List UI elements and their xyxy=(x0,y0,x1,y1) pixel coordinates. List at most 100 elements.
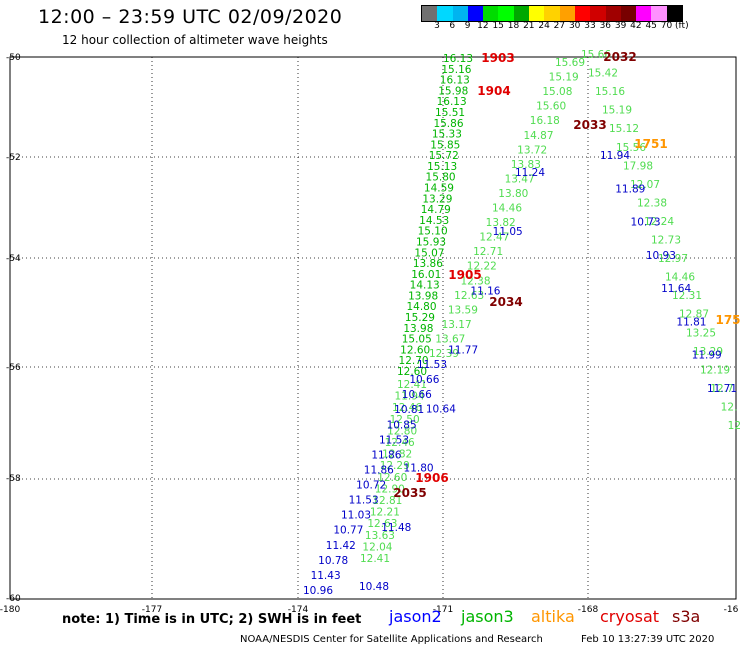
swh-value: 12.90 xyxy=(375,483,405,495)
swh-value: 12. xyxy=(721,401,738,413)
legend-jason3: jason3 xyxy=(461,607,514,626)
swh-value: 11.94 xyxy=(600,150,630,162)
swh-value: 13.98 xyxy=(408,290,438,302)
swh-value: 13.82 xyxy=(486,217,516,229)
swh-value: 11.05 xyxy=(493,226,523,238)
swh-value: 11.53 xyxy=(417,359,447,371)
swh-value: 11.77 xyxy=(448,344,478,356)
swh-value: 15.86 xyxy=(433,118,463,130)
swh-value: 15.85 xyxy=(430,139,460,151)
lat-label: -56 xyxy=(6,363,21,373)
swh-value: 12. xyxy=(728,420,740,432)
scale-swatch xyxy=(498,6,514,21)
swh-value: 14.53 xyxy=(419,215,449,227)
scale-label: 27 xyxy=(553,21,566,31)
scale-swatch xyxy=(666,6,683,21)
swh-value: 12.39 xyxy=(429,348,459,360)
swh-value: 10.73 xyxy=(631,217,661,229)
swh-value: 15.93 xyxy=(416,236,446,248)
lon-label: -180 xyxy=(0,605,20,615)
swh-value: 13.86 xyxy=(413,258,443,270)
swh-value: 15.16 xyxy=(595,86,625,98)
swh-value: 13.59 xyxy=(448,304,478,316)
swh-value: 11.48 xyxy=(381,522,411,534)
swh-value: 12.97 xyxy=(658,253,688,265)
lon-label: -177 xyxy=(142,605,162,615)
swh-value: 10.72 xyxy=(356,480,386,492)
pass-time: 1905 xyxy=(448,268,481,282)
scale-swatch xyxy=(636,6,652,21)
swh-value: 14.79 xyxy=(421,204,451,216)
swh-value: 12.38 xyxy=(460,275,490,287)
pass-time: 2033 xyxy=(573,118,606,132)
footer-credit: NOAA/NESDIS Center for Satellite Applica… xyxy=(240,634,543,645)
scale-label: 45 xyxy=(645,21,657,31)
swh-value: 13.67 xyxy=(435,333,465,345)
swh-value: 15.56 xyxy=(616,142,646,154)
scale-swatch xyxy=(467,6,484,21)
legend-cryosat: cryosat xyxy=(600,607,660,626)
swh-value: 16.13 xyxy=(440,75,470,87)
page-title: 12:00 – 23:59 UTC 02/09/2020 xyxy=(38,6,343,28)
swh-value: 12.60 xyxy=(397,366,427,378)
swh-value: 10.48 xyxy=(359,581,389,593)
scale-label: 36 xyxy=(599,21,612,31)
pass-time: 1904 xyxy=(477,84,510,98)
swh-value: 12.47 xyxy=(479,232,509,244)
swh-value: 15.16 xyxy=(441,64,471,76)
swh-value: 16.13 xyxy=(443,53,473,65)
swh-value: 12.60 xyxy=(400,344,430,356)
swh-value: 12.63 xyxy=(454,290,484,302)
swh-value: 14.46 xyxy=(492,203,522,215)
swh-value: 12.41 xyxy=(397,379,427,391)
swh-value: 10.81 xyxy=(394,404,424,416)
swh-value: 11.24 xyxy=(515,167,545,179)
note-text: note: 1) Time is in UTC; 2) SWH is in fe… xyxy=(62,612,362,627)
swh-value: 11.86 xyxy=(371,449,401,461)
swh-value: 15.19 xyxy=(549,72,579,84)
pass-time: 2035 xyxy=(393,486,426,500)
scale-label: 3 xyxy=(434,21,440,31)
swh-value: 11.94 xyxy=(395,391,425,403)
swh-value: 11.43 xyxy=(311,570,341,582)
pass-time: 2034 xyxy=(489,295,522,309)
swh-value: 15.10 xyxy=(418,226,448,238)
swh-value: 13.72 xyxy=(517,144,547,156)
swh-value: 11.42 xyxy=(326,540,356,552)
color-scale xyxy=(421,5,684,22)
swh-value: 12.21 xyxy=(370,507,400,519)
swh-value: 12.70 xyxy=(399,355,429,367)
swh-value: 12.46 xyxy=(385,437,415,449)
scale-swatch xyxy=(422,6,438,21)
swh-value: 13.29 xyxy=(422,193,452,205)
swh-value: 11.81 xyxy=(676,316,706,328)
scale-label: 42 xyxy=(630,21,642,31)
swh-value: 12.7 xyxy=(710,383,733,395)
legend-jason2: jason2 xyxy=(389,607,442,626)
pass-time: 1906 xyxy=(415,471,448,485)
swh-value: 11.53 xyxy=(379,434,409,446)
swh-value: 12.24 xyxy=(644,216,674,228)
swh-value: 15.08 xyxy=(542,86,572,98)
legend-s3a: s3a xyxy=(672,607,701,626)
scale-swatch xyxy=(544,6,560,21)
scale-label: 18 xyxy=(507,21,520,31)
swh-value: 12.31 xyxy=(672,290,702,302)
swh-value: 11.71 xyxy=(707,383,737,395)
swh-value: 14.80 xyxy=(406,301,436,313)
footer-timestamp: Feb 10 13:27:39 UTC 2020 xyxy=(581,634,715,645)
swh-value: 15.19 xyxy=(602,105,632,117)
map-frame xyxy=(9,56,737,600)
swh-value: 16.01 xyxy=(411,269,441,281)
swh-value: 11.86 xyxy=(364,464,394,476)
scale-label: 70 xyxy=(660,21,673,31)
swh-value: 11.03 xyxy=(341,510,371,522)
lon-label: -174 xyxy=(288,605,309,615)
legend-altika: altika xyxy=(531,607,575,626)
scale-swatch xyxy=(529,6,545,21)
swh-value: 11.64 xyxy=(661,283,691,295)
swh-value: 15.80 xyxy=(426,172,456,184)
swh-value: 14.59 xyxy=(424,183,454,195)
swh-value: 13.98 xyxy=(403,323,433,335)
